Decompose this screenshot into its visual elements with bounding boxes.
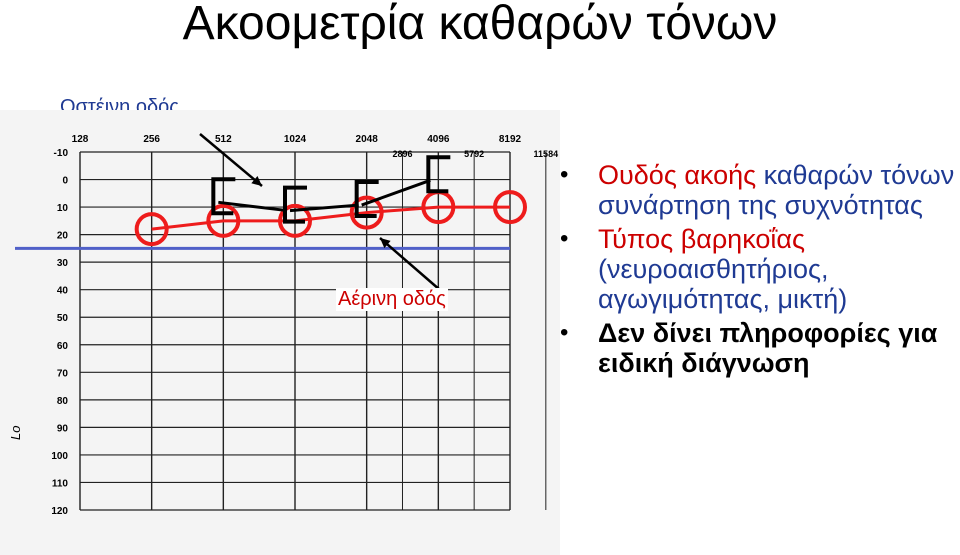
y-tick-label: 0 xyxy=(62,176,68,187)
x-tick-label: 128 xyxy=(72,134,89,145)
air-conduction-point xyxy=(349,195,384,230)
audiogram-chart: -10 0 10 20 30 40 50 60 70 80 90 100 110 120 128 256 512… xyxy=(0,110,560,555)
y-tick-label: 90 xyxy=(57,423,69,434)
y-tick-label: -10 xyxy=(54,148,69,159)
bone-arrow-head xyxy=(251,175,262,186)
chart-ticks: -10 0 10 20 30 40 50 60 70 80 90 100 110 120 128 256 512… xyxy=(51,134,558,517)
x-tick-label: 512 xyxy=(215,134,232,145)
air-arrow xyxy=(379,237,441,291)
bullet-dot-icon: • xyxy=(560,319,569,346)
y-axis-label: Lo xyxy=(8,426,23,440)
bullet-text: (νευροαισθητήριος, αγωγιμότητας, μικτή) xyxy=(598,254,848,314)
y-tick-label: 50 xyxy=(57,313,69,324)
x-half-tick-label: 11584 xyxy=(534,149,559,159)
x-tick-label: 2048 xyxy=(356,134,379,145)
bullet-text: καθαρών τόνων συνάρτηση της συχνότητας xyxy=(598,160,955,220)
slide-title: Ακοομετρία καθαρών τόνων xyxy=(182,0,778,50)
bone-arrow xyxy=(199,133,263,187)
air-conduction-point xyxy=(421,190,456,225)
bone-conduction-line xyxy=(289,203,359,213)
bullet-key: Τύπος βαρηκοΐας xyxy=(598,224,806,254)
y-tick-label: 120 xyxy=(51,506,68,517)
air-conduction-point xyxy=(206,203,241,238)
bone-conduction-line xyxy=(361,178,431,207)
air-conduction-label: Αέρινη οδός xyxy=(336,288,448,311)
annotation-arrows xyxy=(199,133,441,291)
x-tick-label: 4096 xyxy=(427,134,450,145)
x-tick-label: 8192 xyxy=(499,134,522,145)
air-arrow-head xyxy=(380,238,391,249)
air-conduction-point xyxy=(134,212,169,247)
y-tick-label: 80 xyxy=(57,396,69,407)
bone-conduction-point xyxy=(426,155,451,194)
air-conduction-point xyxy=(493,190,527,225)
x-tick-label: 1024 xyxy=(284,134,307,145)
y-tick-label: 20 xyxy=(57,231,69,242)
y-tick-label: 70 xyxy=(57,368,69,379)
y-tick-label: 10 xyxy=(57,203,69,214)
x-tick-label: 256 xyxy=(143,134,160,145)
y-tick-label: 100 xyxy=(51,451,68,462)
bone-conduction-point xyxy=(283,185,307,224)
chart-background xyxy=(0,110,560,555)
bone-conduction-point xyxy=(354,180,379,219)
y-tick-label: 60 xyxy=(57,341,69,352)
x-half-tick-label: 2896 xyxy=(392,149,412,159)
bullet-item: • Δεν δίνει πληροφορίες για ειδική διάγν… xyxy=(560,318,960,378)
bullet-key: Ουδός ακοής xyxy=(598,160,757,190)
chart-series xyxy=(134,155,527,247)
y-tick-label: 110 xyxy=(52,478,69,489)
bullet-list: • Ουδός ακοής καθαρών τόνων συνάρτηση τη… xyxy=(560,160,960,382)
air-conduction-line xyxy=(151,205,510,231)
bullet-dot-icon: • xyxy=(560,225,569,252)
y-tick-label: 30 xyxy=(57,258,69,269)
y-tick-label: 40 xyxy=(57,286,69,297)
bullet-item: • Τύπος βαρηκοΐας (νευροαισθητήριος, αγω… xyxy=(560,224,960,314)
bone-conduction-point xyxy=(211,177,236,216)
air-conduction-point xyxy=(278,203,312,238)
bullet-dot-icon: • xyxy=(560,161,569,188)
x-half-tick-label: 5792 xyxy=(464,149,484,159)
bullet-text: Δεν δίνει πληροφορίες για ειδική διάγνωσ… xyxy=(598,318,938,378)
bullet-item: • Ουδός ακοής καθαρών τόνων συνάρτηση τη… xyxy=(560,160,960,220)
bone-conduction-line xyxy=(218,200,288,213)
